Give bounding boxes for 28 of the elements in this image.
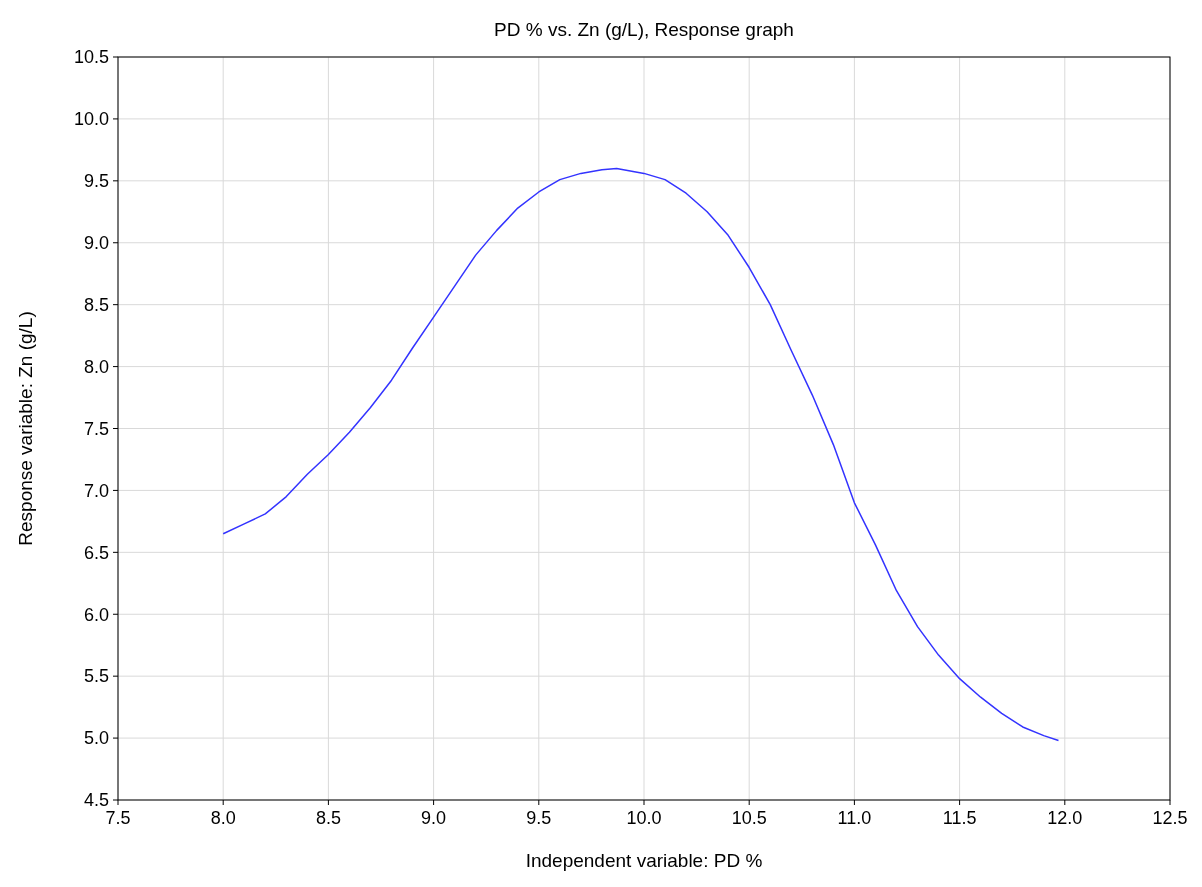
x-tick-label: 10.0 (626, 808, 662, 828)
x-tick-label: 7.5 (105, 808, 131, 828)
y-tick-label: 8.5 (83, 294, 109, 315)
y-tick-label: 10.5 (73, 47, 109, 68)
x-tick-label: 8.5 (315, 808, 341, 828)
y-tick-label: 9.5 (83, 171, 109, 192)
y-tick-label: 6.5 (83, 542, 109, 563)
x-tick-label: 12.5 (1152, 808, 1188, 828)
y-tick-label: 5.5 (83, 666, 109, 687)
x-tick-label: 9.5 (526, 808, 552, 828)
x-tick-label: 11.0 (837, 808, 872, 828)
y-tick-label: 10.0 (73, 109, 109, 130)
x-axis-title: Independent variable: PD % (525, 850, 763, 871)
x-tick-label: 10.5 (731, 808, 767, 828)
y-tick-label: 9.0 (83, 233, 109, 254)
x-tick-label: 12.0 (1047, 808, 1083, 828)
y-tick-label: 7.0 (83, 480, 109, 501)
y-axis-title: Response variable: Zn (g/L) (15, 311, 36, 546)
x-tick-label: 11.5 (942, 808, 977, 828)
y-tick-label: 6.0 (83, 604, 109, 625)
y-tick-label: 5.0 (83, 728, 109, 749)
x-tick-label: 8.0 (210, 808, 236, 828)
y-tick-label: 7.5 (83, 418, 109, 439)
y-tick-label: 4.5 (83, 790, 109, 811)
y-tick-label: 8.0 (83, 356, 109, 377)
line-series (222, 167, 1060, 742)
x-tick-label: 9.0 (421, 808, 447, 828)
chart-title: PD % vs. Zn (g/L), Response graph (494, 19, 794, 40)
